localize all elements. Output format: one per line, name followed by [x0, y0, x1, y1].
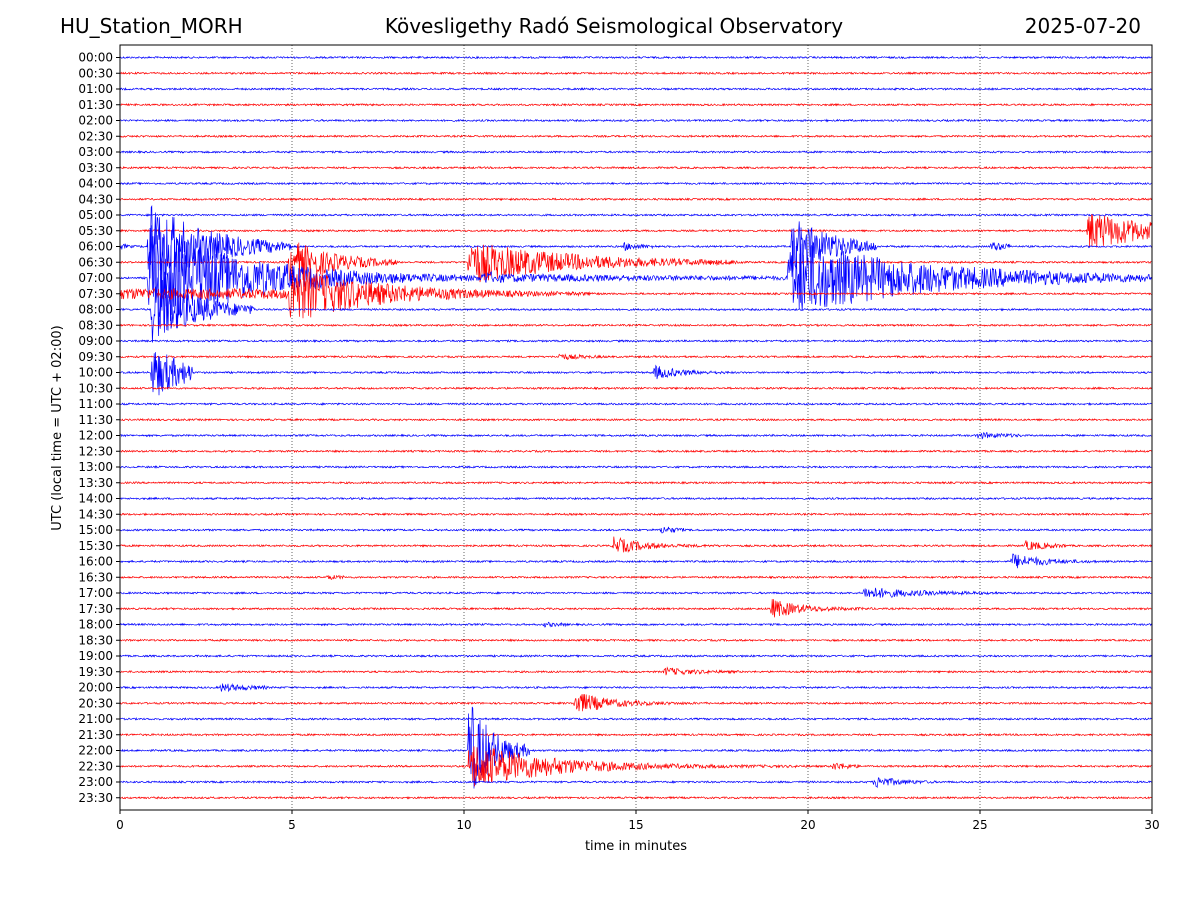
y-tick-label: 04:00	[78, 177, 113, 191]
y-tick-label: 11:30	[78, 413, 113, 427]
trace-1500	[119, 526, 1152, 534]
trace-0830	[119, 323, 1152, 328]
x-tick-label: 15	[628, 818, 643, 832]
y-tick-label: 10:00	[78, 366, 113, 380]
y-tick-label: 03:00	[78, 145, 113, 159]
y-tick-label: 06:00	[78, 240, 113, 254]
y-tick-label: 18:00	[78, 618, 113, 632]
y-tick-label: 21:30	[78, 728, 113, 742]
x-axis: 0 5 10 15 20 25 30	[116, 810, 1160, 832]
x-tick-label: 25	[972, 818, 987, 832]
trace-1330	[119, 480, 1152, 485]
trace-0730	[119, 267, 1152, 319]
y-tick-label: 17:00	[78, 586, 113, 600]
y-tick-label: 05:30	[78, 224, 113, 238]
trace-0930	[120, 353, 1152, 361]
y-tick-label: 20:30	[78, 696, 113, 710]
x-tick-label: 20	[800, 818, 815, 832]
y-tick-label: 01:30	[78, 98, 113, 112]
y-tick-label: 16:30	[78, 570, 113, 584]
y-tick-label: 17:30	[78, 602, 113, 616]
y-tick-label: 19:00	[78, 649, 113, 663]
y-tick-label: 12:30	[78, 444, 113, 458]
trace-1730	[119, 599, 1152, 618]
trace-2100	[119, 717, 1152, 722]
x-axis-label: time in minutes	[585, 839, 687, 854]
y-tick-label: 02:00	[78, 114, 113, 128]
y-tick-label: 20:00	[78, 681, 113, 695]
trace-1700	[119, 587, 1152, 598]
trace-1030	[119, 386, 1152, 391]
trace-2030	[119, 694, 1152, 712]
trace-1430	[119, 512, 1152, 517]
y-tick-label: 16:00	[78, 555, 113, 569]
y-tick-label: 12:00	[78, 429, 113, 443]
observatory-title: Kövesligethy Radó Seismological Observat…	[384, 14, 844, 38]
y-tick-label: 09:00	[78, 334, 113, 348]
y-tick-label: 00:00	[78, 51, 113, 65]
trace-0500	[119, 212, 1152, 217]
trace-group	[119, 55, 1152, 800]
y-tick-label: 08:30	[78, 318, 113, 332]
y-tick-label: 02:30	[78, 129, 113, 143]
trace-1900	[119, 654, 1152, 658]
y-tick-label: 05:00	[78, 208, 113, 222]
y-tick-label: 18:30	[78, 633, 113, 647]
x-tick-label: 10	[456, 818, 471, 832]
y-tick-label: 07:30	[78, 287, 113, 301]
x-tick-label: 0	[116, 818, 124, 832]
y-tick-label: 15:30	[78, 539, 113, 553]
trace-0300	[119, 150, 1152, 155]
trace-0430	[119, 197, 1152, 202]
y-axis-label: UTC (local time = UTC + 02:00)	[50, 325, 65, 530]
y-tick-label: 13:30	[78, 476, 113, 490]
y-tick-label: 11:00	[78, 397, 113, 411]
trace-1630	[119, 574, 1152, 580]
y-tick-label: 23:30	[78, 791, 113, 805]
trace-1100	[119, 401, 1152, 406]
trace-1530	[119, 536, 1152, 554]
trace-0700	[119, 225, 1152, 325]
y-tick-label: 09:30	[78, 350, 113, 364]
trace-0130	[119, 102, 1152, 107]
y-tick-label: 23:00	[78, 775, 113, 789]
trace-2130	[119, 732, 1152, 737]
trace-0100	[119, 87, 1152, 91]
y-tick-label: 01:00	[78, 82, 113, 96]
y-tick-label: 08:00	[78, 303, 113, 317]
trace-1300	[119, 465, 1152, 469]
y-tick-label: 03:30	[78, 161, 113, 175]
y-tick-label: 06:30	[78, 255, 113, 269]
vertical-grid	[291, 45, 981, 810]
y-tick-label: 15:00	[78, 523, 113, 537]
y-tick-label: 14:00	[78, 492, 113, 506]
y-tick-label: 14:30	[78, 507, 113, 521]
trace-1130	[119, 417, 1152, 422]
x-tick-label: 5	[288, 818, 296, 832]
y-tick-label: 07:00	[78, 271, 113, 285]
y-tick-label: 21:00	[78, 712, 113, 726]
y-tick-label: 00:30	[78, 66, 113, 80]
trace-2300	[119, 777, 1152, 789]
station-title: HU_Station_MORH	[60, 14, 243, 38]
y-tick-label: 19:30	[78, 665, 113, 679]
y-tick-label: 22:30	[78, 759, 113, 773]
trace-0900	[119, 339, 1152, 344]
x-tick-label: 30	[1144, 818, 1159, 832]
date-title: 2025-07-20	[1024, 14, 1141, 38]
y-tick-label: 13:00	[78, 460, 113, 474]
trace-1930	[119, 666, 1152, 676]
y-tick-label: 10:30	[78, 381, 113, 395]
y-tick-label: 22:00	[78, 744, 113, 758]
y-tick-label: 04:30	[78, 192, 113, 206]
